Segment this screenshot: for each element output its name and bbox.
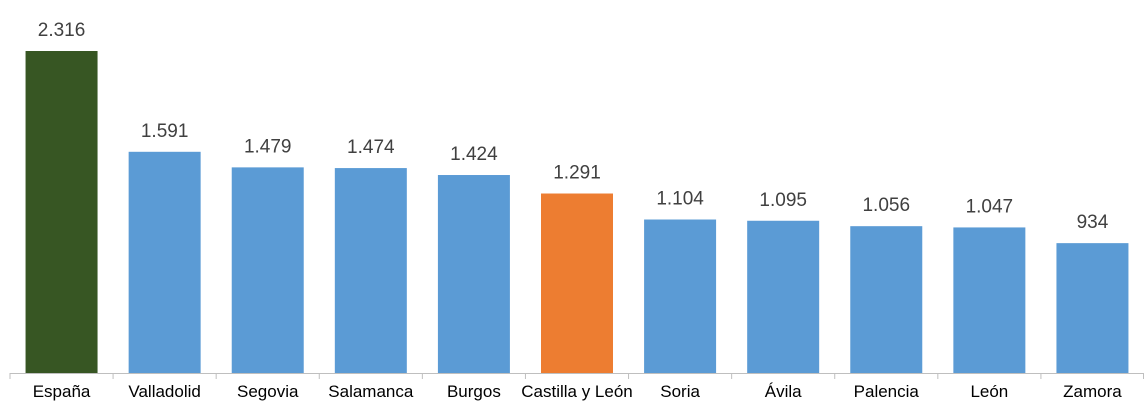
category-labels-group: España Valladolid Segovia Salamanca Burgos Ca… [33,382,1123,401]
bar-españa [25,51,98,373]
category-label: España [33,382,91,401]
bar-soria [644,219,717,373]
category-label: Valladolid [128,382,200,401]
data-label: 1.591 [141,121,189,142]
bar-salamanca [334,168,407,373]
category-label: León [970,382,1008,401]
category-label: Castilla y León [521,382,633,401]
bar-ávila [747,220,820,373]
category-label: Ávila [765,382,802,401]
bar-león [953,227,1026,373]
category-label: Soria [660,382,700,401]
data-label: 1.424 [450,144,498,165]
bar-palencia [850,226,923,373]
bars-group [25,51,1129,373]
data-label: 934 [1077,212,1109,233]
value-labels-group: 2.316 1.591 1.479 1.474 1.424 1.291 1.104 1.095… [38,20,1109,233]
category-label: Zamora [1063,382,1122,401]
data-label: 1.291 [553,163,601,184]
bar-burgos [437,175,510,373]
data-label: 1.056 [862,195,910,216]
data-label: 2.316 [38,20,86,41]
bar-zamora [1056,243,1129,373]
data-label: 1.095 [759,190,807,211]
category-label: Salamanca [328,382,414,401]
data-label: 1.474 [347,137,395,158]
bar-castilla-y-león [541,193,613,373]
category-label: Segovia [237,382,299,401]
bar-segovia [231,167,304,373]
data-label: 1.104 [656,189,704,210]
bar-valladolid [128,151,201,373]
data-label: 1.047 [966,196,1014,217]
category-label: Burgos [447,382,501,401]
data-label: 1.479 [244,136,292,157]
category-label: Palencia [854,382,920,401]
